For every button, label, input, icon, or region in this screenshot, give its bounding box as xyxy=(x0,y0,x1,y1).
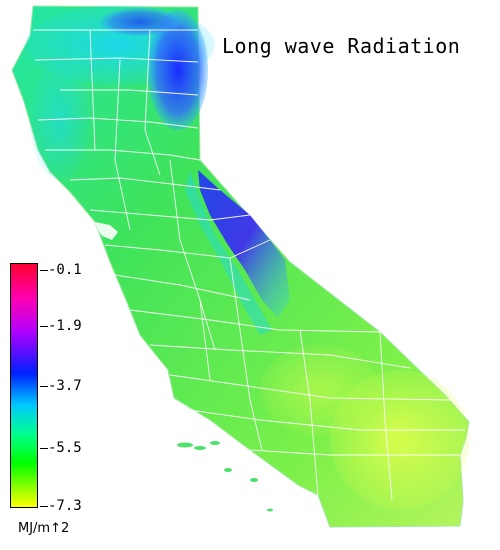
county-boundaries xyxy=(33,29,465,501)
north-blue-patch xyxy=(100,8,180,36)
san-francisco-bay xyxy=(95,222,118,240)
sierra-cyan-fringe xyxy=(185,170,272,335)
southern-yellow-region xyxy=(260,345,380,435)
sierra-nevada-band xyxy=(198,170,290,318)
legend-label-4: -5.5 xyxy=(48,440,82,456)
legend-label-3: -3.7 xyxy=(48,378,82,394)
legend-units: MJ/m↑2 xyxy=(18,521,70,536)
legend-label-min: -7.3 xyxy=(48,498,82,514)
legend-tick-1 xyxy=(40,270,48,271)
legend-tick-4 xyxy=(40,448,48,449)
legend-tick-3 xyxy=(40,386,48,387)
legend-tick-5 xyxy=(40,506,48,507)
color-scale-bar xyxy=(10,263,38,508)
northeast-blue-region xyxy=(148,10,208,130)
map-title: Long wave Radiation xyxy=(222,34,461,58)
legend-label-max: -0.1 xyxy=(48,262,82,278)
legend-label-2: -1.9 xyxy=(48,318,82,334)
legend-tick-2 xyxy=(40,326,48,327)
channel-islands xyxy=(177,441,273,512)
